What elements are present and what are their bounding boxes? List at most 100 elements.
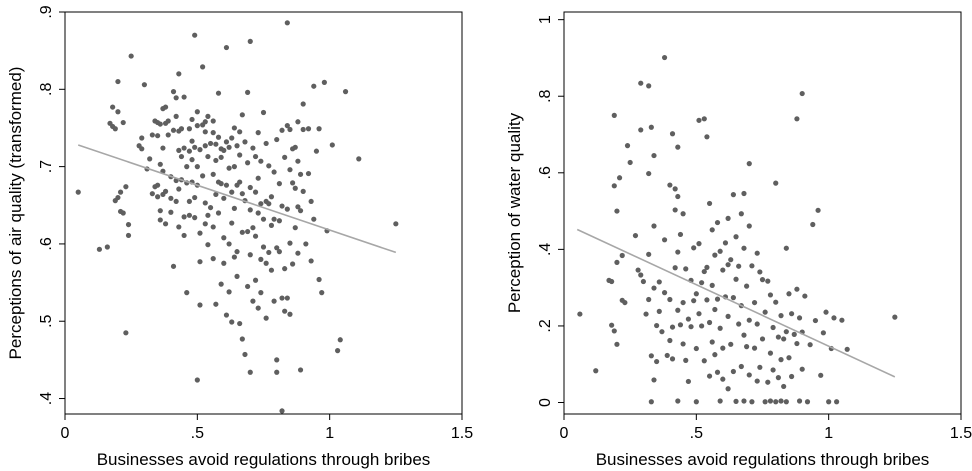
scatter-point <box>160 145 166 151</box>
scatter-point <box>194 123 200 129</box>
scatter-point <box>268 222 275 228</box>
scatter-point <box>754 321 760 327</box>
scatter-point <box>305 126 312 132</box>
scatter-point <box>274 369 280 375</box>
scatter-point <box>661 54 668 61</box>
scatter-point <box>773 180 779 186</box>
scatter-point <box>274 245 280 251</box>
scatter-point <box>266 201 272 207</box>
scatter-point <box>818 372 824 378</box>
scatter-point <box>812 317 819 324</box>
scatter-point <box>112 126 118 132</box>
scatter-point <box>693 399 699 405</box>
scatter-point <box>258 290 264 296</box>
scatter-point <box>297 208 304 214</box>
scatter-point <box>221 195 227 201</box>
scatter-point <box>205 113 211 119</box>
scatter-point <box>823 309 829 315</box>
scatter-point <box>297 171 304 177</box>
scatter-point <box>213 301 219 307</box>
scatter-point <box>699 323 705 329</box>
scatter-point <box>202 119 208 125</box>
scatter-point <box>287 167 293 173</box>
scatter-point <box>295 158 301 164</box>
scatter-point <box>680 341 686 347</box>
scatter-point <box>646 170 652 177</box>
scatter-point <box>234 143 240 149</box>
scatter-point <box>393 221 399 227</box>
scatter-point <box>831 315 837 321</box>
fit-line <box>576 228 896 378</box>
scatter-point <box>176 147 182 153</box>
scatter-point <box>210 118 216 124</box>
scatter-point <box>210 256 216 262</box>
scatter-point <box>231 164 237 170</box>
scatter-point <box>189 116 195 123</box>
scatter-point <box>287 126 293 133</box>
scatter-point <box>200 173 206 179</box>
scatter-point <box>247 252 253 258</box>
y-tick-label: 0 <box>537 398 554 407</box>
scatter-point <box>775 334 781 340</box>
scatter-point <box>329 142 335 148</box>
scatter-point <box>712 252 718 258</box>
scatter-point <box>717 398 723 404</box>
scatter-point <box>186 198 192 205</box>
y-tick-label: .7 <box>38 160 55 173</box>
scatter-point <box>268 267 275 273</box>
scatter-point <box>266 163 272 169</box>
scatter-point <box>609 322 615 328</box>
scatter-point <box>218 281 224 287</box>
scatter-point <box>157 217 163 223</box>
scatter-point <box>276 218 282 224</box>
scatter-point <box>701 358 707 364</box>
scatter-point <box>189 138 195 144</box>
scatter-point <box>157 208 163 214</box>
scatter-point <box>640 278 647 285</box>
scatter-point <box>173 198 179 205</box>
scatter-point <box>279 203 285 209</box>
x-tick-label: 0 <box>560 425 569 442</box>
scatter-point <box>229 189 235 195</box>
scatter-point <box>611 112 617 118</box>
scatter-point <box>165 132 171 138</box>
scatter-point <box>709 227 715 233</box>
scatter-point <box>725 215 731 221</box>
y-tick-label: .6 <box>38 237 55 250</box>
scatter-point <box>239 229 245 235</box>
scatter-point <box>123 184 129 190</box>
scatter-point <box>290 180 296 186</box>
scatter-point <box>722 240 729 246</box>
scatter-point <box>685 316 691 322</box>
scatter-point <box>223 44 230 51</box>
y-tick-label: .8 <box>38 83 55 96</box>
scatter-point <box>202 200 208 206</box>
scatter-point <box>802 293 808 299</box>
scatter-point <box>611 328 617 334</box>
scatter-point <box>303 241 309 247</box>
scatter-point <box>223 312 230 318</box>
scatter-point <box>276 249 282 255</box>
x-tick-label: 1.5 <box>451 425 473 442</box>
scatter-point <box>110 104 116 110</box>
scatter-point <box>252 233 259 239</box>
scatter-point <box>688 324 694 330</box>
scatter-point <box>794 340 800 347</box>
scatter-point <box>237 152 243 158</box>
scatter-point <box>162 188 169 194</box>
scatter-point <box>762 309 768 315</box>
scatter-point <box>139 146 145 152</box>
y-tick-label: .9 <box>38 5 55 18</box>
scatter-point <box>659 329 665 335</box>
scatter-point <box>252 153 259 160</box>
scatter-point <box>728 257 734 263</box>
scatter-point <box>834 399 840 405</box>
scatter-point <box>213 157 219 164</box>
scatter-point <box>247 207 253 213</box>
scatter-point <box>252 277 259 283</box>
scatter-point <box>654 358 660 365</box>
scatter-point <box>260 216 267 222</box>
scatter-point <box>714 369 721 375</box>
scatter-point <box>672 265 678 271</box>
scatter-point <box>210 224 216 230</box>
